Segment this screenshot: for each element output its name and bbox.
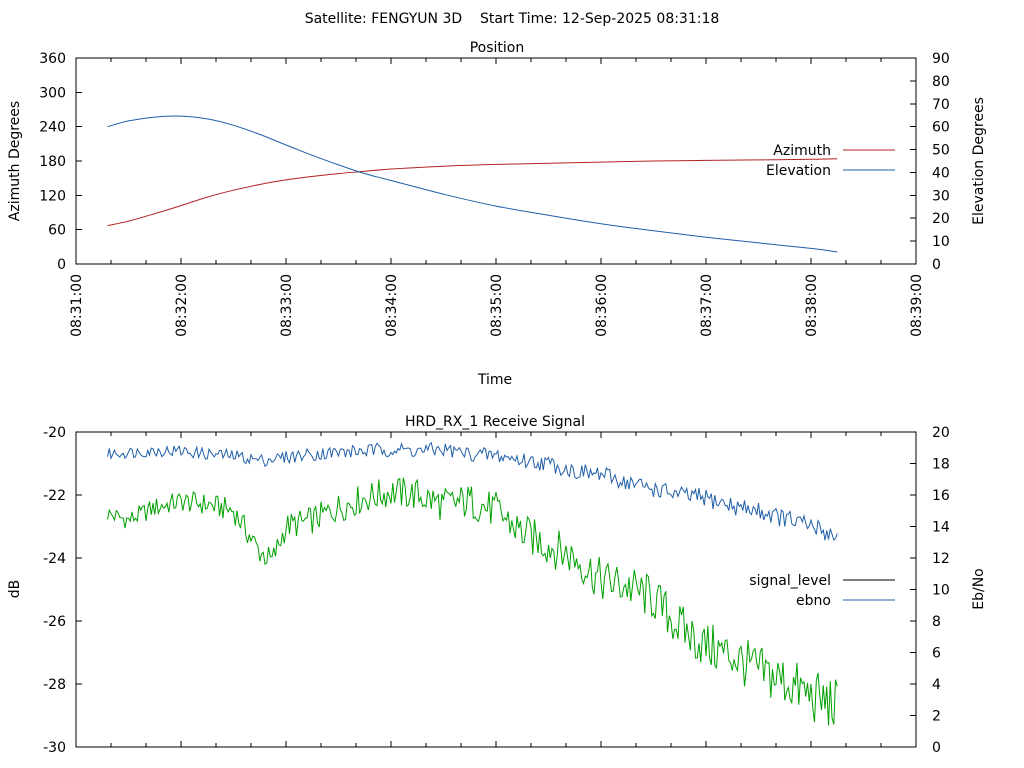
signal-y2-tick-label: 4 bbox=[932, 677, 941, 693]
position-y2-tick-label: 40 bbox=[932, 165, 950, 181]
position-legend-label: Azimuth bbox=[773, 143, 831, 159]
position-x-tick-label: 08:35:00 bbox=[489, 274, 505, 337]
position-y-tick-label: 180 bbox=[39, 154, 66, 170]
signal-y-label-left: dB bbox=[7, 580, 23, 599]
position-y-tick-label: 240 bbox=[39, 120, 66, 136]
position-title: Position bbox=[470, 40, 525, 56]
position-y2-tick-label: 80 bbox=[932, 74, 950, 90]
position-x-tick-label: 08:36:00 bbox=[594, 274, 610, 337]
signal-y2-tick-label: 16 bbox=[932, 488, 950, 504]
position-series-azimuth bbox=[107, 158, 838, 227]
position-y-tick-label: 0 bbox=[57, 257, 66, 273]
position-y2-tick-label: 20 bbox=[932, 211, 950, 227]
signal-y2-tick-label: 2 bbox=[932, 709, 941, 725]
position-plot-frame bbox=[75, 57, 917, 265]
figure-header: Satellite: FENGYUN 3D Start Time: 12-Sep… bbox=[305, 11, 720, 27]
position-legend-label: Elevation bbox=[766, 163, 831, 179]
position-y2-tick-label: 10 bbox=[932, 234, 950, 250]
signal-series-ebno bbox=[107, 441, 838, 541]
position-y2-tick-label: 0 bbox=[932, 257, 941, 273]
position-series-elevation bbox=[107, 115, 838, 253]
signal-series-signal-level bbox=[107, 477, 838, 726]
position-x-tick-label: 08:31:00 bbox=[69, 274, 85, 337]
position-x-tick-label: 08:39:00 bbox=[909, 274, 925, 337]
signal-y2-tick-label: 6 bbox=[932, 646, 941, 662]
signal-chart: HRD_RX_1 Receive Signal dB Eb/No -30 -28 -… bbox=[7, 414, 987, 756]
signal-y2-tick-label: 12 bbox=[932, 551, 950, 567]
position-y2-tick-label: 70 bbox=[932, 97, 950, 113]
signal-y-tick-label: -26 bbox=[43, 614, 66, 630]
position-x-tick-label: 08:33:00 bbox=[279, 274, 295, 337]
position-y-tick-label: 60 bbox=[48, 223, 66, 239]
position-x-tick-label: 08:34:00 bbox=[384, 274, 400, 337]
signal-y-tick-label: -22 bbox=[43, 488, 66, 504]
signal-y-tick-label: -20 bbox=[43, 425, 66, 441]
signal-y2-tick-label: 8 bbox=[932, 614, 941, 630]
position-y-tick-label: 120 bbox=[39, 188, 66, 204]
signal-legend-label: signal_level bbox=[749, 573, 831, 589]
position-y2-tick-label: 50 bbox=[932, 143, 950, 159]
signal-y-tick-label: -24 bbox=[43, 551, 66, 567]
position-y-label-right: Elevation Degrees bbox=[971, 97, 987, 225]
position-chart: Position Azimuth Degrees Elevation Degre… bbox=[7, 40, 987, 388]
position-y-tick-label: 360 bbox=[39, 51, 66, 67]
position-y-label-left: Azimuth Degrees bbox=[7, 101, 23, 221]
signal-legend-label: ebno bbox=[796, 593, 831, 609]
signal-y-tick-label: -28 bbox=[43, 677, 66, 693]
signal-y2-tick-label: 14 bbox=[932, 520, 950, 536]
position-x-label: Time bbox=[477, 372, 512, 388]
position-y2-tick-label: 60 bbox=[932, 120, 950, 136]
position-y-tick-label: 300 bbox=[39, 85, 66, 101]
signal-y2-tick-label: 20 bbox=[932, 425, 950, 441]
signal-y2-tick-label: 10 bbox=[932, 583, 950, 599]
signal-y2-tick-label: 18 bbox=[932, 457, 950, 473]
signal-y-tick-label: -30 bbox=[43, 740, 66, 756]
signal-y2-tick-label: 0 bbox=[932, 740, 941, 756]
position-y2-tick-label: 90 bbox=[932, 51, 950, 67]
position-y2-tick-label: 30 bbox=[932, 188, 950, 204]
position-x-tick-label: 08:32:00 bbox=[174, 274, 190, 337]
signal-title: HRD_RX_1 Receive Signal bbox=[405, 414, 585, 430]
signal-y-label-right: Eb/No bbox=[971, 568, 987, 610]
position-x-tick-label: 08:37:00 bbox=[699, 274, 715, 337]
position-x-tick-label: 08:38:00 bbox=[804, 274, 820, 337]
